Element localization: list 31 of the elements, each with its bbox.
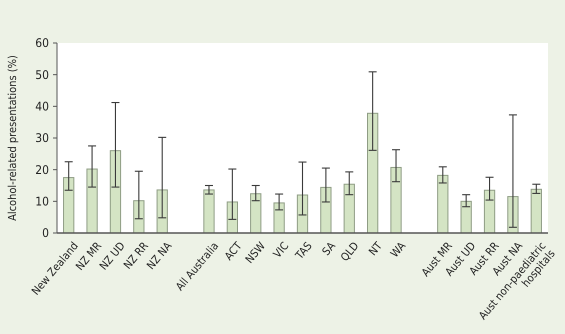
bar (63, 177, 74, 234)
bar (530, 188, 542, 234)
bar (437, 174, 448, 234)
bar (203, 189, 215, 234)
y-tick-label: 20 (35, 162, 50, 177)
x-tick-label: TAS (292, 240, 315, 263)
x-tick-label: WA (388, 239, 408, 260)
bar (390, 166, 402, 234)
x-tick-label: SA (320, 239, 338, 258)
y-tick-label: 30 (35, 131, 50, 146)
bar (250, 193, 262, 234)
bar (344, 184, 355, 234)
bar (484, 190, 496, 234)
bar (296, 194, 308, 234)
bar (273, 202, 285, 234)
bar (460, 200, 472, 234)
bar (226, 201, 238, 234)
y-tick-label: 60 (35, 36, 50, 50)
y-axis-title: Alcohol-related presentations (%) (6, 54, 19, 221)
y-tick-label: 50 (35, 68, 50, 82)
y-tick-label: 40 (35, 100, 50, 114)
y-tick-label: 10 (35, 194, 50, 209)
bar (110, 150, 122, 234)
bar (86, 168, 98, 234)
bar (320, 186, 332, 234)
bar (133, 200, 144, 234)
x-tick-label: VIC (270, 239, 292, 261)
x-tick-label: QLD (338, 239, 362, 264)
y-tick-label: 0 (42, 226, 50, 240)
x-tick-label: NT (366, 238, 386, 258)
bar (367, 112, 378, 234)
